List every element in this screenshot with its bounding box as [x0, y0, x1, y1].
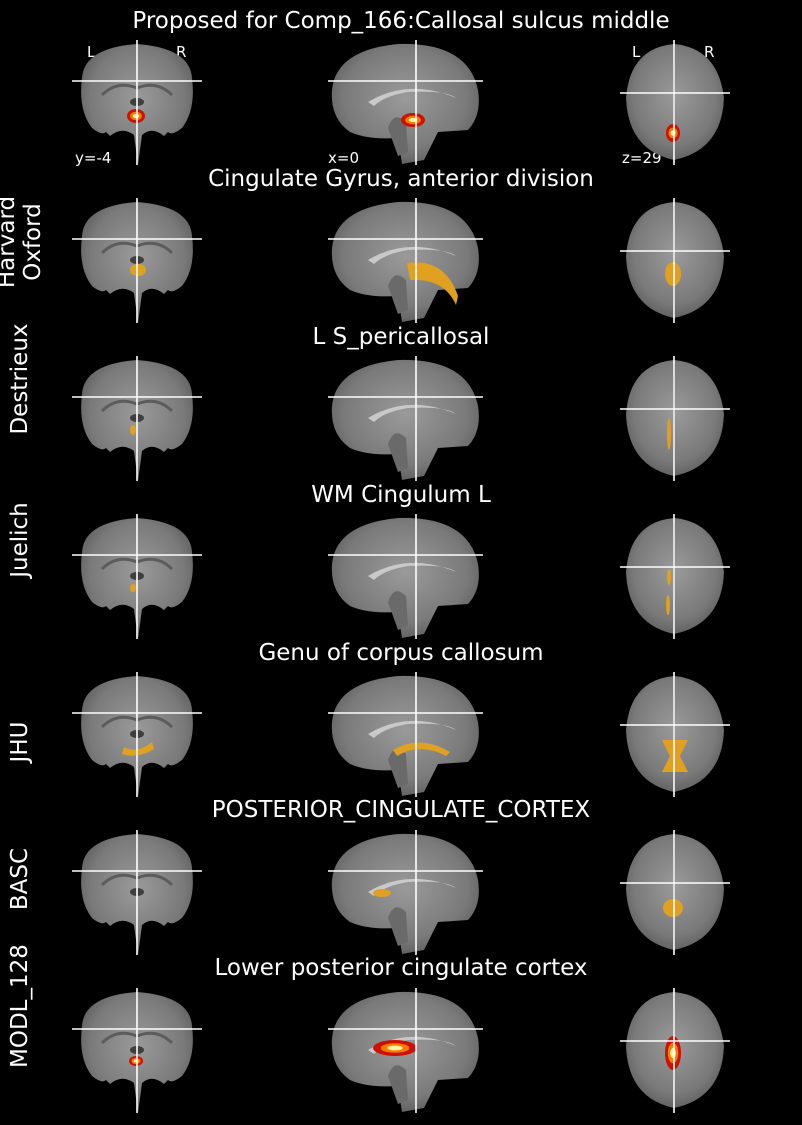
- atlas-label-juelich: Juelich: [7, 502, 33, 578]
- coronal-slice: [72, 40, 202, 165]
- overlay-region: [663, 899, 683, 917]
- overlay-region: [662, 740, 688, 772]
- orientation-left-coronal: L: [87, 43, 96, 61]
- coord-coronal: y=-4: [75, 149, 112, 167]
- row-title-harvard-oxford: Cingulate Gyrus, anterior division: [208, 166, 594, 192]
- row-title-juelich: WM Cingulum L: [311, 482, 491, 508]
- overlay-hot-region: [129, 1056, 143, 1066]
- coronal-slice: [72, 198, 202, 323]
- atlas-label-modl128: MODL_128: [7, 944, 33, 1068]
- coronal-slice: [72, 672, 202, 797]
- row-title-modl128: Lower posterior cingulate cortex: [214, 955, 588, 981]
- overlay-region: [667, 418, 671, 450]
- coronal-slice: [72, 356, 202, 481]
- overlay-hot-region: [373, 1040, 417, 1056]
- atlas-label-harvard-oxford: Harvard Oxford: [0, 195, 46, 289]
- orientation-right-coronal: R: [176, 43, 187, 61]
- overlay-region: [130, 264, 146, 276]
- sagittal-slice: [328, 988, 483, 1113]
- axial-slice: [620, 830, 730, 955]
- orientation-right-axial: R: [704, 43, 715, 61]
- coronal-slice: [72, 514, 202, 639]
- overlay-region: [393, 742, 450, 756]
- overlay-region: [130, 425, 136, 435]
- coord-sagittal: x=0: [328, 149, 359, 167]
- orientation-left-axial: L: [632, 43, 641, 61]
- atlas-label-basc: BASC: [7, 847, 33, 911]
- sagittal-slice: [328, 40, 483, 165]
- axial-slice: [620, 988, 730, 1113]
- overlay-region: [667, 569, 671, 585]
- axial-slice: [620, 198, 730, 323]
- row-title-basc: POSTERIOR_CINGULATE_CORTEX: [211, 797, 591, 823]
- atlas-label-jhu: JHU: [7, 721, 33, 763]
- sagittal-slice: [328, 356, 483, 481]
- atlas-label-destrieux: Destrieux: [7, 323, 33, 435]
- sagittal-slice: [328, 198, 483, 323]
- row-title-jhu: Genu of corpus callosum: [258, 640, 544, 666]
- overlay-region: [122, 742, 154, 756]
- overlay-region: [665, 262, 681, 286]
- axial-slice: [620, 40, 730, 165]
- coronal-slice: [72, 830, 202, 955]
- overlay-region: [666, 595, 670, 615]
- axial-slice: [620, 514, 730, 639]
- overlay-hot-region: [127, 109, 145, 123]
- overlay-hot-region: [401, 113, 425, 127]
- overlay-region: [130, 584, 136, 592]
- overlay-region: [373, 889, 391, 897]
- sagittal-slice: [328, 672, 483, 797]
- sagittal-slice: [328, 830, 483, 955]
- figure-title: Proposed for Comp_166:Callosal sulcus mi…: [132, 8, 670, 34]
- overlay-hot-region: [666, 124, 680, 142]
- coronal-slice: [72, 988, 202, 1113]
- axial-slice: [620, 672, 730, 797]
- row-title-destrieux: L S_pericallosal: [312, 324, 490, 350]
- sagittal-slice: [328, 514, 483, 639]
- coord-axial: z=29: [622, 149, 662, 167]
- overlay-region: [407, 262, 458, 305]
- axial-slice: [620, 356, 730, 481]
